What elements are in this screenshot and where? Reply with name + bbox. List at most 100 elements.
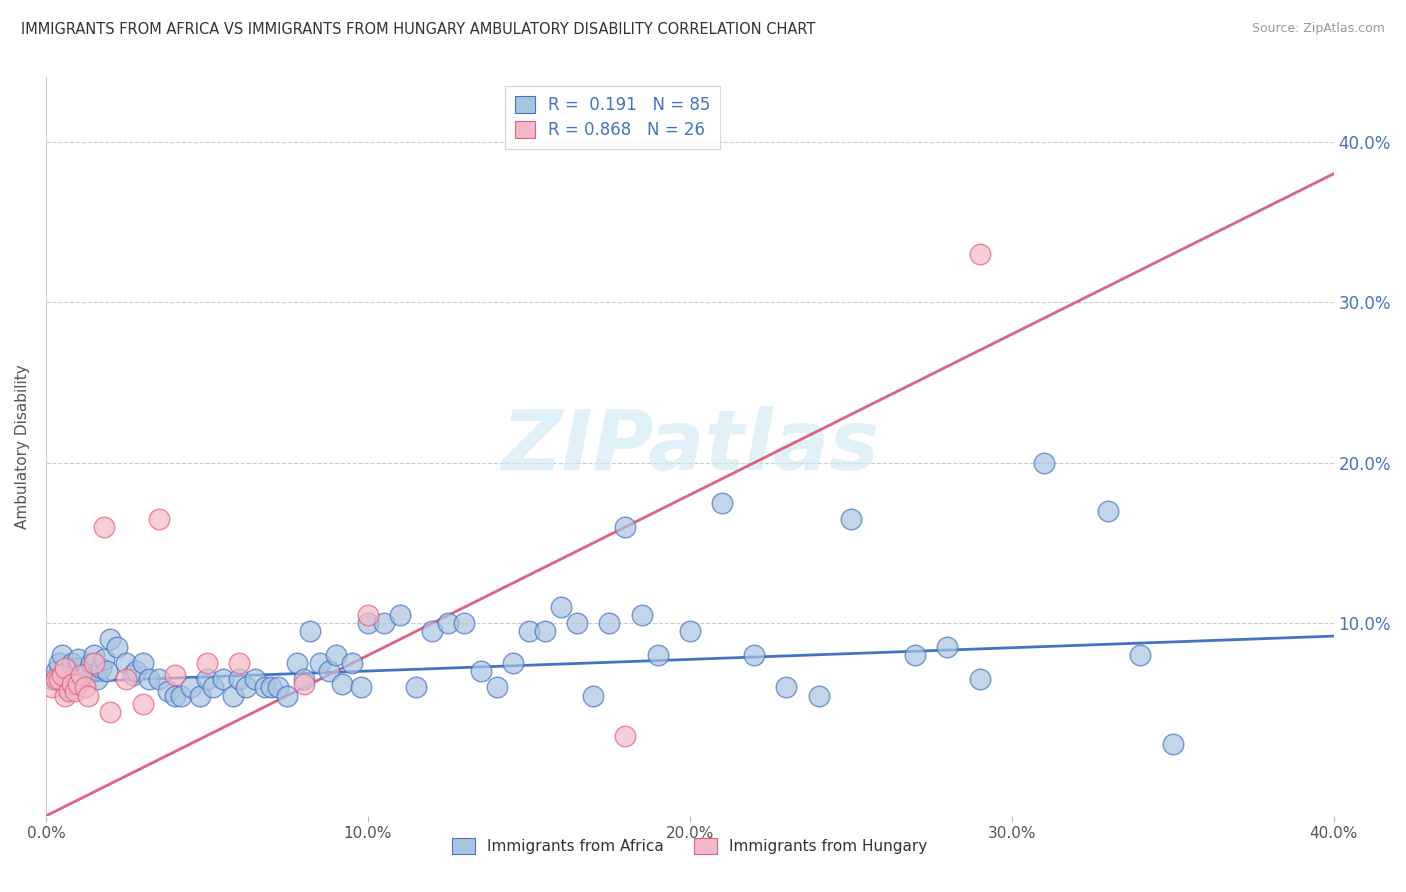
Point <box>195 673 218 687</box>
Point <box>163 667 186 681</box>
Point <box>679 624 702 639</box>
Point <box>58 673 80 687</box>
Point <box>647 648 669 663</box>
Point <box>73 667 96 681</box>
Point <box>76 689 98 703</box>
Point <box>60 657 83 671</box>
Point <box>373 616 395 631</box>
Point <box>115 657 138 671</box>
Point <box>58 683 80 698</box>
Point <box>325 648 347 663</box>
Point <box>70 667 93 681</box>
Point <box>45 665 67 679</box>
Legend: R =  0.191   N = 85, R = 0.868   N = 26: R = 0.191 N = 85, R = 0.868 N = 26 <box>505 86 720 149</box>
Point <box>550 600 572 615</box>
Point <box>202 681 225 695</box>
Point <box>86 673 108 687</box>
Point <box>96 665 118 679</box>
Point <box>63 683 86 698</box>
Point <box>245 673 267 687</box>
Point <box>170 689 193 703</box>
Point <box>318 665 340 679</box>
Point <box>1161 737 1184 751</box>
Point <box>131 657 153 671</box>
Point <box>292 673 315 687</box>
Point <box>253 681 276 695</box>
Text: Source: ZipAtlas.com: Source: ZipAtlas.com <box>1251 22 1385 36</box>
Point <box>1129 648 1152 663</box>
Point <box>502 657 524 671</box>
Point <box>41 673 63 687</box>
Point <box>138 673 160 687</box>
Point <box>357 608 380 623</box>
Point <box>969 673 991 687</box>
Point <box>90 661 112 675</box>
Point <box>80 657 103 671</box>
Point <box>115 673 138 687</box>
Point <box>711 496 734 510</box>
Point <box>453 616 475 631</box>
Point <box>83 657 105 671</box>
Point <box>221 689 243 703</box>
Point <box>904 648 927 663</box>
Point <box>470 665 492 679</box>
Point <box>292 677 315 691</box>
Point <box>228 673 250 687</box>
Point <box>41 681 63 695</box>
Point <box>131 697 153 711</box>
Point <box>105 640 128 655</box>
Point <box>405 681 427 695</box>
Point <box>76 665 98 679</box>
Point <box>98 705 121 719</box>
Point <box>53 689 76 703</box>
Point <box>190 689 212 703</box>
Point <box>228 657 250 671</box>
Point <box>775 681 797 695</box>
Point <box>582 689 605 703</box>
Point <box>340 657 363 671</box>
Point <box>1097 504 1119 518</box>
Point <box>614 520 637 534</box>
Point <box>45 673 67 687</box>
Point <box>180 681 202 695</box>
Point <box>125 665 148 679</box>
Point <box>517 624 540 639</box>
Point <box>350 681 373 695</box>
Point <box>534 624 557 639</box>
Point <box>53 661 76 675</box>
Point <box>48 657 70 671</box>
Point <box>357 616 380 631</box>
Point <box>598 616 620 631</box>
Point <box>267 681 290 695</box>
Point <box>98 632 121 647</box>
Point <box>163 689 186 703</box>
Point <box>285 657 308 671</box>
Point <box>742 648 765 663</box>
Point <box>60 665 83 679</box>
Point <box>67 661 90 675</box>
Point <box>48 673 70 687</box>
Point <box>614 729 637 743</box>
Point <box>330 677 353 691</box>
Point <box>157 683 180 698</box>
Point <box>53 681 76 695</box>
Point <box>565 616 588 631</box>
Point <box>437 616 460 631</box>
Point <box>60 677 83 691</box>
Point <box>260 681 283 695</box>
Point <box>51 667 73 681</box>
Point <box>276 689 298 703</box>
Point <box>63 667 86 681</box>
Point <box>212 673 235 687</box>
Point <box>235 681 257 695</box>
Point <box>969 247 991 261</box>
Point <box>298 624 321 639</box>
Point <box>67 651 90 665</box>
Point <box>630 608 652 623</box>
Point <box>420 624 443 639</box>
Y-axis label: Ambulatory Disability: Ambulatory Disability <box>15 364 30 529</box>
Point <box>148 512 170 526</box>
Point <box>308 657 330 671</box>
Point <box>148 673 170 687</box>
Point <box>1032 456 1054 470</box>
